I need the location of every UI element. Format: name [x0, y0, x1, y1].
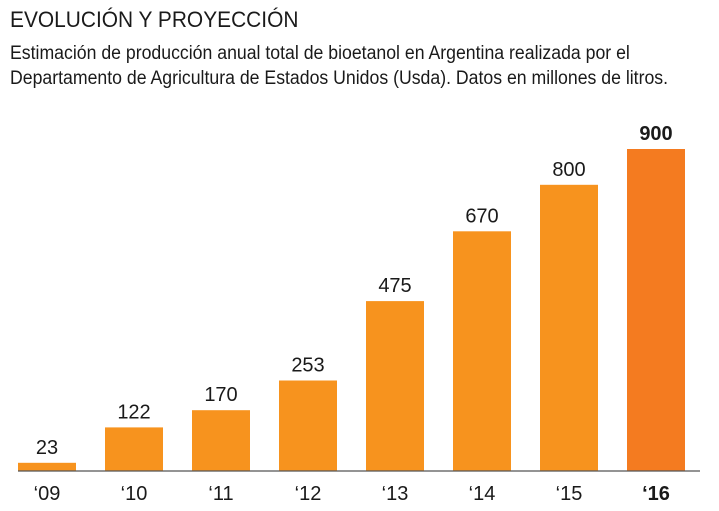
x-tick-label-4: ‘13 [382, 483, 409, 505]
bar-2 [192, 410, 250, 471]
chart-title: EVOLUCIÓN Y PROYECCIÓN [10, 7, 299, 32]
value-label-6: 800 [552, 159, 585, 181]
value-label-4: 475 [378, 275, 411, 297]
bar-7 [627, 149, 685, 471]
subtitle-line-2: Departamento de Agricultura de Estados U… [10, 68, 669, 89]
x-tick-label-7: ‘16 [642, 483, 670, 505]
value-labels-group: 23 122 170 253 475 670 800 900 [36, 123, 673, 459]
value-label-1: 122 [117, 401, 150, 423]
x-tick-label-0: ‘09 [34, 483, 61, 505]
tick-labels-group: ‘09 ‘10 ‘11 ‘12 ‘13 ‘14 ‘15 ‘16 [34, 483, 670, 505]
bar-3 [279, 380, 337, 471]
bar-4 [366, 301, 424, 471]
bar-5 [453, 231, 511, 471]
bar-6 [540, 184, 598, 472]
x-tick-label-6: ‘15 [556, 483, 583, 505]
chart-subtitle: Estimación de producción anual total de … [10, 41, 717, 91]
x-tick-label-3: ‘12 [295, 483, 322, 505]
x-tick-label-2: ‘11 [208, 483, 233, 505]
x-tick-label-1: ‘10 [121, 483, 148, 505]
value-label-7: 900 [639, 123, 672, 145]
value-label-2: 170 [204, 384, 237, 406]
bar-0 [18, 462, 76, 471]
bar-1 [105, 427, 163, 471]
subtitle-line-1: Estimación de producción anual total de … [10, 43, 630, 64]
value-label-5: 670 [465, 205, 498, 227]
bars-group [18, 149, 685, 472]
value-label-0: 23 [36, 437, 58, 459]
x-tick-label-5: ‘14 [469, 483, 496, 505]
value-label-3: 253 [291, 355, 324, 377]
